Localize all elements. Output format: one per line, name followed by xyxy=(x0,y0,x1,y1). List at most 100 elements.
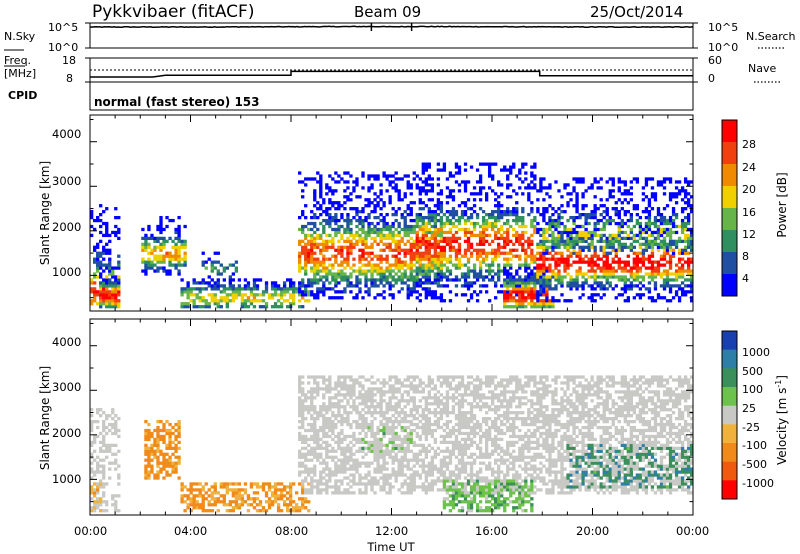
power-cell xyxy=(481,236,486,241)
power-cell xyxy=(102,245,106,249)
power-cell xyxy=(108,302,112,306)
power-cell xyxy=(481,221,486,226)
velocity-cell xyxy=(352,402,356,406)
power-cell xyxy=(397,189,401,193)
power-cell xyxy=(539,242,543,246)
power-cell xyxy=(599,198,603,202)
power-cell xyxy=(346,180,350,184)
velocity-cell xyxy=(186,488,190,492)
velocity-cell xyxy=(249,485,254,489)
power-cell xyxy=(491,174,495,178)
power-cell xyxy=(551,213,555,217)
power-cell xyxy=(364,218,368,223)
velocity-cell xyxy=(379,381,383,385)
power-cell xyxy=(316,278,320,282)
power-cell xyxy=(99,251,103,255)
power-colorbar-label: Power [dB] xyxy=(775,172,789,237)
power-cell xyxy=(310,281,314,285)
power-cell xyxy=(581,293,585,297)
power-cell xyxy=(536,227,540,232)
power-cell xyxy=(204,260,208,264)
power-cell xyxy=(292,290,296,294)
power-cell xyxy=(602,266,606,270)
velocity-cell xyxy=(391,425,395,430)
velocity-cell xyxy=(304,476,308,480)
power-cell xyxy=(334,254,338,258)
power-cell xyxy=(512,218,516,223)
power-cell xyxy=(545,284,549,288)
velocity-cell xyxy=(162,437,166,442)
power-cell xyxy=(668,195,673,199)
power-cell xyxy=(331,278,335,282)
power-cell xyxy=(457,218,462,223)
power-cell xyxy=(466,260,471,264)
power-cell xyxy=(379,260,383,264)
cpid-mode-text: normal (fast stereo) 153 xyxy=(94,95,260,109)
power-cell xyxy=(301,227,305,232)
power-cell xyxy=(99,266,103,270)
power-cell xyxy=(448,213,453,217)
power-cell xyxy=(388,245,392,249)
power-cell xyxy=(409,278,413,282)
power-cell xyxy=(156,269,160,273)
velocity-cell xyxy=(391,405,395,409)
power-cell xyxy=(322,239,326,243)
power-cell xyxy=(403,215,407,220)
velocity-cell xyxy=(153,455,157,459)
power-cell xyxy=(412,290,416,294)
velocity-cell xyxy=(319,452,323,456)
power-cell xyxy=(385,281,389,285)
power-cell xyxy=(325,248,329,252)
power-cell xyxy=(460,272,465,276)
power-cell xyxy=(545,221,549,226)
power-cell xyxy=(231,293,236,297)
velocity-cell xyxy=(391,458,395,462)
power-cell xyxy=(337,263,341,267)
velocity-cell xyxy=(391,443,395,447)
power-cell xyxy=(454,230,459,235)
power-cell xyxy=(617,215,621,220)
power-cell xyxy=(662,227,667,232)
power-cell xyxy=(484,227,489,232)
power-cell xyxy=(394,263,398,267)
power-cell xyxy=(346,251,350,255)
velocity-cell xyxy=(325,411,329,415)
power-cell xyxy=(581,284,585,288)
power-cell xyxy=(222,266,226,270)
power-cell xyxy=(442,213,447,217)
power-cell xyxy=(325,275,329,279)
power-cell xyxy=(515,290,519,294)
power-cell xyxy=(391,236,395,241)
power-cell xyxy=(506,290,510,294)
velocity-cell xyxy=(310,467,314,471)
power-cell xyxy=(439,218,444,223)
power-cell xyxy=(683,236,688,241)
power-cell xyxy=(198,290,202,294)
power-cell xyxy=(686,201,691,205)
power-cell xyxy=(515,221,519,226)
velocity-cell xyxy=(267,503,272,507)
velocity-cell xyxy=(153,476,157,480)
power-cell xyxy=(150,266,154,270)
velocity-cell xyxy=(180,485,184,489)
velocity-cell xyxy=(352,464,356,468)
velocity-cell xyxy=(273,497,278,501)
power-cell xyxy=(611,269,615,273)
velocity-cell xyxy=(352,434,356,439)
power-cell xyxy=(418,224,422,229)
power-cell xyxy=(322,266,326,270)
velocity-cell xyxy=(385,417,389,421)
power-cell xyxy=(506,275,510,279)
power-cell xyxy=(346,281,350,285)
power-cell xyxy=(415,183,419,187)
velocity-cell xyxy=(310,488,314,492)
power-cell xyxy=(572,230,576,235)
velocity-cell xyxy=(325,491,329,495)
power-cell xyxy=(373,207,377,211)
velocity-cell xyxy=(313,473,317,477)
power-cell xyxy=(463,218,468,223)
power-cell xyxy=(460,275,465,279)
power-cell xyxy=(512,248,516,252)
power-cell xyxy=(481,218,486,223)
power-cell xyxy=(430,218,434,223)
